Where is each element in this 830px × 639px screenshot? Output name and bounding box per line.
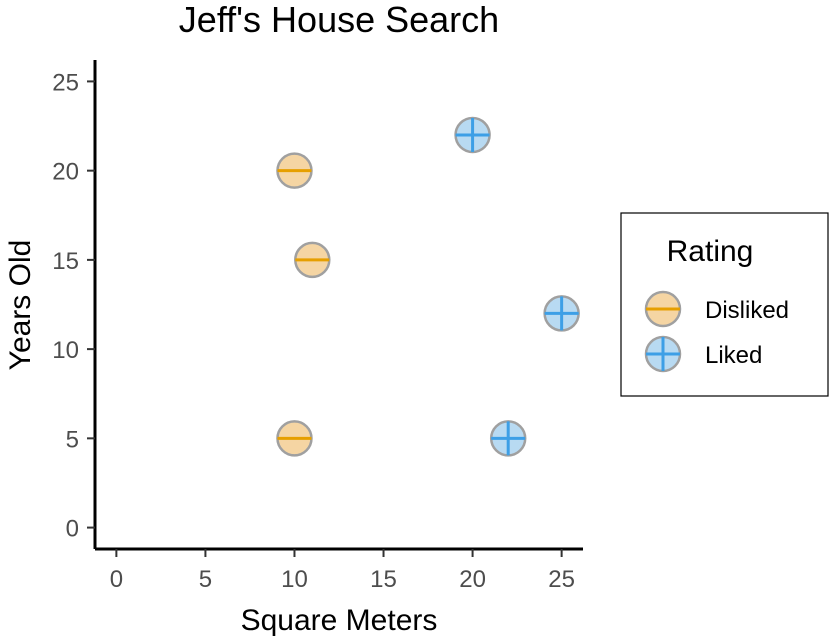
data-point-disliked-marker xyxy=(276,152,313,189)
legend: Rating Disliked Liked xyxy=(620,212,829,397)
y-axis-title: Years Old xyxy=(4,240,37,371)
y-tick-label: 5 xyxy=(66,426,79,453)
data-point-disliked-marker xyxy=(276,420,313,457)
legend-label-disliked: Disliked xyxy=(705,297,789,324)
y-tick-label: 20 xyxy=(52,159,79,186)
legend-entries: Disliked Liked xyxy=(644,290,789,373)
x-tick-label: 15 xyxy=(370,566,397,593)
y-ticks: 0 5 10 15 20 25 xyxy=(52,69,95,543)
plot-area: 0 5 10 15 20 25 0 5 10 15 20 25 xyxy=(52,60,583,593)
x-tick-label: 20 xyxy=(459,566,486,593)
chart-title: Jeff's House Search xyxy=(179,0,499,40)
x-axis-title: Square Meters xyxy=(241,604,438,637)
y-tick-label: 25 xyxy=(52,69,79,96)
legend-label-liked: Liked xyxy=(705,342,762,369)
data-point-liked-marker xyxy=(543,295,580,332)
x-tick-label: 25 xyxy=(548,566,575,593)
x-tick-label: 10 xyxy=(281,566,308,593)
legend-key-liked-marker xyxy=(644,335,682,373)
x-ticks: 0 5 10 15 20 25 xyxy=(110,549,575,593)
legend-key-disliked-marker xyxy=(644,290,682,328)
y-tick-label: 0 xyxy=(66,516,79,543)
legend-title: Rating xyxy=(667,235,754,268)
data-points xyxy=(276,116,580,457)
data-point-liked-marker xyxy=(454,116,491,154)
y-tick-label: 10 xyxy=(52,337,79,364)
y-tick-label: 15 xyxy=(52,248,79,275)
data-point-liked-marker xyxy=(489,420,527,457)
data-point-disliked-marker xyxy=(294,241,331,279)
x-tick-label: 0 xyxy=(110,566,123,593)
x-tick-label: 5 xyxy=(199,566,212,593)
